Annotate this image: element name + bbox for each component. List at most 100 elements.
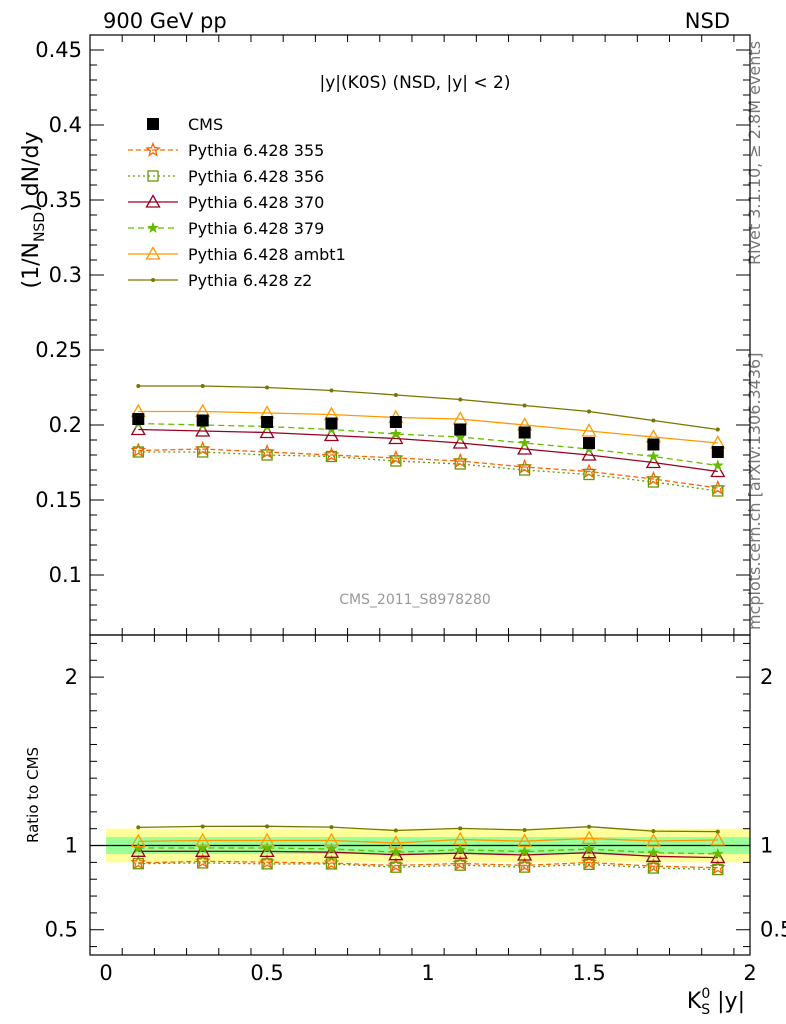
series-point-5 [458,397,463,402]
legend-label: Pythia 6.428 355 [188,141,324,160]
data-point [196,414,209,427]
legend-label: Pythia 6.428 356 [188,167,324,186]
series-point-1 [518,464,531,476]
ratio-point-5 [522,827,527,832]
ratio-point-3 [518,845,531,857]
series-point-5 [587,409,592,414]
ratio-point-5 [651,829,656,834]
data-point [261,416,274,428]
y-tick-label: 0.35 [35,188,82,212]
series-point-1 [647,476,660,488]
ratio-point-1 [518,861,531,873]
ratio-line-0 [138,860,718,869]
legend-label: CMS [188,115,223,134]
ratio-point-4 [645,833,662,847]
ratio-point-5 [458,826,463,831]
series-point-2 [259,424,275,439]
series-point-1 [132,446,144,458]
ratio-point-4 [388,835,404,849]
x-tick-label: 1 [421,961,434,985]
y-axis-label: (1/NNSD) dN/dy [19,132,48,289]
ratio-point-2 [710,849,726,864]
ratio-point-4 [195,832,211,847]
legend-marker [145,194,161,208]
data-point [711,446,724,458]
series-point-3 [647,450,660,462]
legend-label: Pythia 6.428 370 [188,193,324,212]
ratio-point-5 [200,824,205,829]
ratio-point-3 [647,846,660,858]
ratio-tick-label: 2 [65,665,78,689]
energy-label: 900 GeV pp [103,9,227,33]
ratio-point-3 [454,843,467,855]
ratio-panel: 00.511.520.50.51122 Ratio to CMS [24,634,786,985]
series-point-2 [323,427,340,442]
series-line-4 [138,410,718,444]
series-point-5 [329,388,334,393]
process-label: NSD [685,9,730,33]
series-point-5 [522,403,527,408]
ratio-point-2 [195,843,211,857]
ratio-point-2 [517,847,533,861]
ratio-point-4 [710,832,726,846]
ratio-point-5 [329,825,334,830]
data-point [518,426,531,439]
series-point-2 [645,454,662,469]
ratio-point-1 [712,863,724,876]
ratio-line-4 [138,837,718,844]
series-point-1 [583,468,595,481]
legend-marker [151,278,155,282]
ratio-point-1 [583,858,595,870]
legend-marker [147,170,159,182]
y-tick-label: 0.2 [49,413,82,437]
y-tick-label: 0.4 [49,113,82,137]
ratio-point-1 [132,858,144,870]
ratio-point-2 [452,845,468,859]
data-point [389,416,402,428]
ratio-point-1 [325,858,338,870]
legend-marker [147,221,159,233]
ratio-point-5 [393,828,398,833]
rivet-version-label: Rivet 3.1.10, ≥ 2.8M events [745,41,764,265]
data-point [583,437,596,449]
series-point-5 [136,384,141,388]
legend-marker [145,246,161,260]
chart-title: |y|(K0S) (NSD, |y| < 2) [320,73,511,93]
ratio-tick-label-right: 0.5 [760,918,786,942]
analysis-watermark: CMS_2011_S8978280 [339,592,491,608]
ratio-tick-label: 1 [65,834,78,858]
series-point-2 [130,421,146,436]
data-point [454,423,467,436]
series-point-1 [325,450,338,463]
ratio-point-3 [711,847,724,859]
ratio-point-2 [130,843,146,857]
series-point-1 [197,446,209,458]
mcplots-label: mcplots.cern.ch [arXiv:1306.3436] [745,353,764,630]
data-point [325,417,338,430]
ratio-line-2 [138,850,718,859]
series-point-1 [712,485,724,497]
series-line-1 [138,451,718,492]
ratio-point-1 [647,862,660,874]
ratio-point-1 [454,859,466,871]
series-point-5 [651,418,656,423]
series-point-5 [715,427,720,432]
ratio-tick-label-right: 2 [760,665,773,689]
ratio-axis-label: Ratio to CMS [24,747,42,843]
ratio-point-2 [388,846,404,861]
series-point-2 [710,463,726,478]
ratio-point-3 [325,842,338,854]
ratio-point-2 [581,844,597,859]
y-tick-label: 0.45 [35,38,82,62]
series-point-2 [195,423,211,437]
ratio-point-2 [259,843,275,858]
series-point-3 [518,436,531,448]
ratio-point-5 [265,824,270,829]
series-point-4 [581,423,597,437]
y-tick-label: 0.15 [35,488,82,512]
x-tick-label: 2 [743,961,756,985]
series-point-5 [393,393,398,397]
ratio-point-4 [452,831,468,846]
series-point-1 [390,455,402,467]
